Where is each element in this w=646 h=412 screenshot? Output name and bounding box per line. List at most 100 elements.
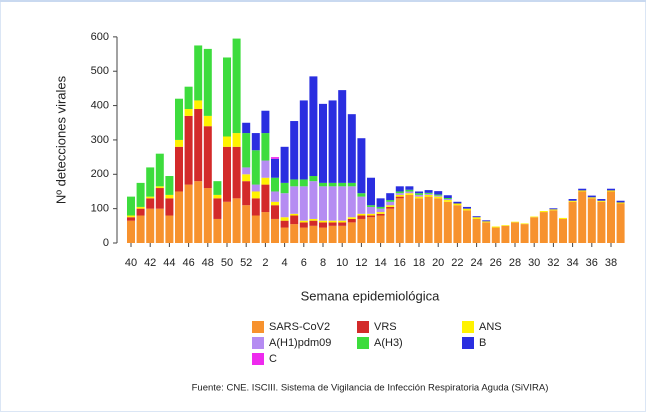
bar-segment [319, 182, 327, 187]
legend-swatch [462, 321, 474, 333]
bar-segment [607, 190, 615, 192]
bar-segment [376, 198, 385, 207]
bar-segment [395, 196, 404, 199]
legend-swatch [252, 337, 264, 349]
bar-segment [367, 177, 375, 206]
x-tick-label: 28 [509, 257, 521, 269]
bar-segment [472, 216, 481, 218]
bar-segment [165, 194, 174, 199]
bar-segment [568, 199, 577, 201]
bar-segment [357, 196, 366, 214]
bar-segment [328, 222, 337, 226]
x-tick-label: 42 [144, 257, 156, 269]
bar-segment [328, 225, 337, 243]
x-tick-label: 46 [182, 257, 194, 269]
bar-segment [587, 197, 596, 199]
bar-segment [309, 225, 318, 243]
bar-segment [338, 182, 347, 187]
bar-segment [530, 217, 539, 243]
bar-segment [568, 201, 577, 243]
bar-segment [127, 220, 135, 243]
bar-segment [165, 176, 174, 195]
bar-segment [568, 200, 577, 202]
legend-label: B [479, 337, 486, 349]
bar-segment [367, 217, 375, 243]
bar-segment [203, 115, 212, 127]
bar-segment [559, 218, 567, 243]
x-tick-label: 40 [125, 257, 137, 269]
bar-segment [290, 186, 299, 214]
x-tick-label: 22 [451, 257, 463, 269]
bar-segment [347, 182, 356, 187]
bar-segment [405, 189, 414, 192]
bar-segment [434, 194, 443, 196]
bar-segment [520, 224, 529, 243]
bar-segment [386, 193, 395, 201]
bar-segment [261, 160, 270, 178]
bar-segment [405, 194, 414, 243]
bar-segment [223, 136, 231, 147]
legend-label: A(H3) [374, 337, 403, 349]
bar-segment [290, 121, 299, 180]
bar-segment [587, 198, 596, 243]
bar-segment [443, 199, 452, 201]
bar-segment [347, 114, 356, 183]
bar-segment [271, 218, 279, 243]
bar-segment [290, 224, 299, 243]
bar-segment [309, 76, 318, 177]
bar-segment [376, 208, 385, 213]
bar-segment [539, 211, 548, 213]
bar-segment [328, 182, 337, 187]
bar-segment [357, 218, 366, 243]
bar-segment [357, 138, 366, 194]
x-tick-label: 50 [221, 257, 233, 269]
bar-segment [271, 191, 279, 202]
bar-segment [415, 191, 423, 194]
bar-segment [472, 217, 481, 219]
bar-segment [290, 213, 299, 216]
x-tick-label: 10 [336, 257, 348, 269]
bar-segment [280, 193, 289, 218]
bar-segment [184, 115, 193, 185]
y-tick-label: 500 [91, 65, 109, 77]
bar-segment [530, 216, 539, 218]
x-axis-title: Semana epidemiológica [301, 288, 441, 303]
bar-segment [367, 205, 375, 207]
x-tick-label: 26 [490, 257, 502, 269]
bar-segment [299, 100, 308, 180]
bar-segment [347, 217, 356, 219]
x-tick-label: 8 [320, 257, 326, 269]
bar-segment [386, 201, 395, 206]
x-tick-label: 34 [566, 257, 578, 269]
y-tick-label: 400 [91, 99, 109, 111]
bar-segment [405, 186, 414, 190]
bar-segment [357, 193, 366, 197]
bar-segment [175, 98, 183, 140]
x-tick-label: 16 [394, 257, 406, 269]
bar-segment [271, 157, 279, 159]
bar-segment [146, 208, 155, 243]
bar-segment [491, 227, 500, 243]
bar-segment [395, 186, 404, 192]
bar-segment [299, 186, 308, 221]
bar-segment [338, 225, 347, 243]
bar-segment [616, 202, 625, 204]
bar-segment [453, 203, 462, 206]
bar-segment [271, 201, 279, 206]
bar-segment [242, 133, 251, 168]
bar-segment [463, 206, 471, 209]
bar-segment [309, 218, 318, 221]
bar-segment [213, 194, 222, 199]
x-tick-label: 20 [432, 257, 444, 269]
bar-segment [415, 198, 423, 243]
bar-segment [203, 48, 212, 116]
legend-label: C [269, 353, 277, 365]
bar-segment [395, 193, 404, 195]
bar-segment [232, 146, 241, 199]
y-tick-label: 100 [91, 203, 109, 215]
bar-segment [251, 150, 260, 185]
bar-segment [511, 222, 519, 243]
bar-segment [136, 208, 145, 216]
bar-segment [309, 220, 318, 226]
bar-segment [175, 191, 183, 243]
